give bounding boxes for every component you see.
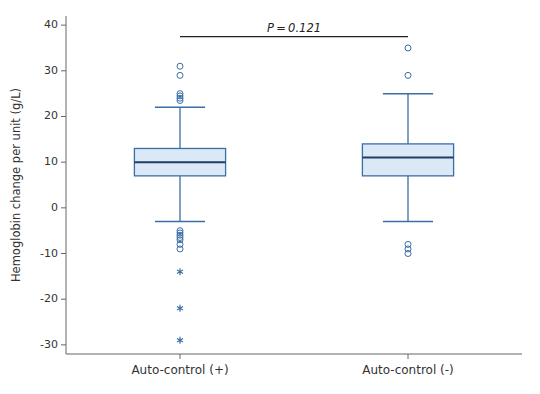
outlier-star xyxy=(177,305,183,312)
x-axis: Auto-control (+) Auto-control (-) xyxy=(66,354,522,377)
whisker-cap-high xyxy=(383,93,433,95)
box xyxy=(134,148,225,175)
y-tick-label: -20 xyxy=(40,292,58,305)
whisker-cap-low xyxy=(155,221,205,223)
box-group xyxy=(134,63,225,344)
box xyxy=(362,144,453,176)
x-tick-label: Auto-control (-) xyxy=(362,363,454,377)
y-tick-label: -30 xyxy=(40,338,58,351)
outlier-circle xyxy=(405,251,411,257)
whisker-high xyxy=(179,107,180,148)
y-tick-label: 0 xyxy=(51,201,58,214)
x-tick xyxy=(408,354,409,359)
y-tick-label: 30 xyxy=(44,64,58,77)
outlier-circle xyxy=(177,98,183,104)
y-tick xyxy=(61,70,66,71)
y-tick-label: 40 xyxy=(44,18,58,31)
outlier-circle xyxy=(405,45,411,51)
y-axis-label: Hemoglobin change per unit (g/L) xyxy=(9,88,23,282)
y-tick xyxy=(61,116,66,117)
y-tick xyxy=(61,253,66,254)
outlier-circle xyxy=(405,72,411,78)
y-tick-label: 10 xyxy=(44,155,58,168)
y-tick xyxy=(61,25,66,26)
x-tick-label: Auto-control (+) xyxy=(131,363,228,377)
y-axis: -30 -20 -10 0 10 20 30 40 Hemoglobin change per … xyxy=(9,16,67,354)
whisker-low xyxy=(407,176,408,222)
whisker-low xyxy=(179,176,180,222)
whisker-cap-high xyxy=(155,107,205,109)
box-group xyxy=(362,45,453,257)
y-tick xyxy=(61,162,66,163)
whisker-high xyxy=(407,94,408,144)
outlier-circle xyxy=(177,72,183,78)
y-tick xyxy=(61,299,66,300)
x-tick xyxy=(180,354,181,359)
outlier-circle xyxy=(177,246,183,252)
median xyxy=(134,161,225,163)
y-tick xyxy=(61,207,66,208)
y-tick-label: 20 xyxy=(44,109,58,122)
p-value-text: P = 0.121 xyxy=(267,21,321,35)
outlier-star xyxy=(177,337,183,344)
whisker-cap-low xyxy=(383,221,433,223)
median xyxy=(362,157,453,159)
y-tick xyxy=(61,344,66,345)
outlier-circle xyxy=(177,63,183,69)
p-value-bracket xyxy=(180,36,408,37)
boxes xyxy=(134,37,453,344)
x-axis-line xyxy=(66,354,522,355)
outlier-star xyxy=(177,268,183,275)
y-tick-label: -10 xyxy=(40,247,58,260)
y-axis-line xyxy=(66,16,67,354)
chart: -30 -20 -10 0 10 20 30 40 Hemoglobin change per … xyxy=(0,0,540,394)
